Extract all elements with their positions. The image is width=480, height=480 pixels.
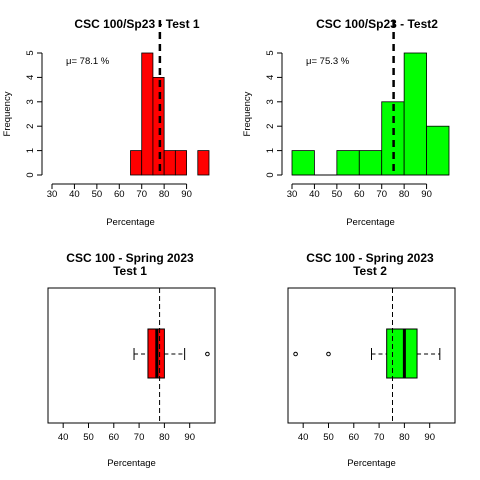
x-tick-label: 50 — [332, 189, 343, 200]
chart-title: CSC 100/Sp23 - Test 1 — [74, 17, 199, 31]
x-tick-label: 90 — [421, 189, 432, 200]
x-tick-label: 70 — [374, 432, 385, 443]
x-tick-label: 70 — [376, 189, 387, 200]
plot-frame — [47, 287, 216, 424]
y-tick-label: 3 — [265, 99, 276, 104]
x-axis-label: Percentage — [107, 458, 156, 469]
x-tick-label: 90 — [184, 432, 195, 443]
y-tick-label: 0 — [265, 172, 276, 177]
x-tick-label: 30 — [287, 189, 298, 200]
x-tick-label: 60 — [354, 189, 365, 200]
y-axis-label: Frequency — [242, 91, 253, 136]
x-tick-label: 40 — [58, 432, 69, 443]
y-tick-label: 1 — [25, 148, 36, 153]
x-axis-label: Percentage — [106, 217, 155, 228]
x-tick-label: 50 — [83, 432, 94, 443]
y-tick-label: 2 — [265, 124, 276, 129]
x-tick-label: 60 — [114, 189, 125, 200]
plot-frame — [287, 287, 456, 424]
x-tick-label: 80 — [159, 432, 170, 443]
chart-title: CSC 100 - Spring 2023 — [306, 251, 434, 265]
x-tick-label: 70 — [134, 432, 145, 443]
histogram-bar — [426, 125, 450, 176]
mean-annotation: μ= 78.1 % — [66, 56, 110, 67]
x-tick-label: 80 — [399, 432, 410, 443]
x-tick-label: 30 — [47, 189, 58, 200]
y-tick-label: 0 — [25, 172, 36, 177]
x-tick-label: 90 — [181, 189, 192, 200]
x-axis-label: Percentage — [346, 217, 395, 228]
outlier-point — [326, 351, 331, 357]
box-iqr — [386, 328, 418, 379]
x-tick-label: 60 — [348, 432, 359, 443]
x-tick-label: 50 — [323, 432, 334, 443]
mean-annotation: μ= 75.3 % — [306, 56, 350, 67]
histogram-bar — [163, 150, 176, 176]
histogram-bar — [358, 150, 383, 176]
panel-1: CSC 100/Sp23 - Test 130 40 50 60 70 80 90Perce… — [2, 17, 210, 228]
y-tick-label: 4 — [25, 75, 36, 80]
x-tick-label: 80 — [399, 189, 410, 200]
histogram-bar — [197, 150, 210, 176]
histogram-bar — [291, 150, 315, 176]
x-tick-label: 80 — [159, 189, 170, 200]
histogram-bar — [152, 77, 165, 176]
x-tick-label: 40 — [298, 432, 309, 443]
outlier-point — [205, 351, 210, 357]
x-tick-label: 60 — [108, 432, 119, 443]
chart-title-line2: Test 1 — [113, 264, 147, 278]
chart-title: CSC 100/Sp23 - Test2 — [316, 17, 438, 31]
x-tick-label: 70 — [136, 189, 147, 200]
x-tick-label: 90 — [424, 432, 435, 443]
x-tick-label: 50 — [92, 189, 103, 200]
y-tick-label: 3 — [25, 99, 36, 104]
histogram-bar — [336, 150, 360, 176]
chart-title: CSC 100 - Spring 2023 — [66, 251, 194, 265]
histogram-bar — [403, 52, 427, 176]
histogram-bar — [174, 150, 187, 176]
chart-title-line2: Test 2 — [353, 264, 387, 278]
y-tick-label: 2 — [25, 124, 36, 129]
histogram-bar — [141, 52, 154, 176]
x-axis-label: Percentage — [347, 458, 396, 469]
histogram-bar — [130, 150, 143, 176]
x-tick-label: 40 — [309, 189, 320, 200]
y-tick-label: 1 — [265, 148, 276, 153]
outlier-point — [293, 351, 298, 357]
x-tick-label: 40 — [69, 189, 80, 200]
y-tick-label: 4 — [265, 75, 276, 80]
y-tick-label: 5 — [25, 50, 36, 55]
y-axis-label: Frequency — [2, 91, 13, 136]
y-tick-label: 5 — [265, 50, 276, 55]
